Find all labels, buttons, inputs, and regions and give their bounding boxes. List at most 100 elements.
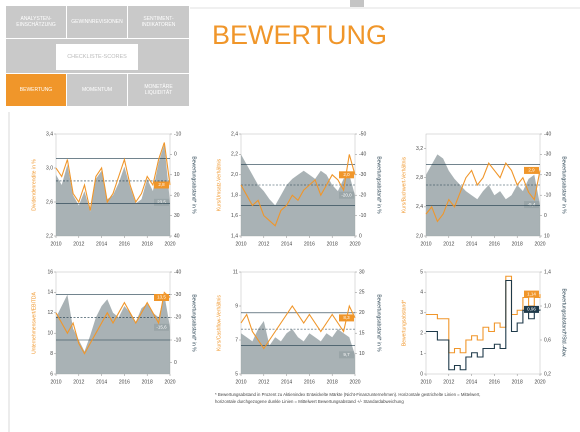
y2-tick-label: 0 — [174, 152, 177, 158]
y2-tick-label: -40 — [174, 269, 181, 275]
nav-grid: ANALYSTEN-EINSCHÄTZUNG GEWINNREVISIONEN … — [6, 6, 189, 106]
y2-tick-label: 1,0 — [544, 303, 551, 309]
x-tick-label: 2018 — [327, 379, 338, 385]
line — [425, 162, 541, 223]
y-tick-label: 2,0 — [416, 233, 423, 239]
line — [240, 304, 356, 350]
nav-tile[interactable]: ANALYSTEN-EINSCHÄTZUNG — [6, 6, 66, 38]
end-label-box — [524, 166, 539, 174]
x-tick-label: 2014 — [281, 241, 292, 247]
footnote: * Bewertungsabstand in Prozent zu Aktien… — [215, 392, 480, 397]
x-tick-label: 2014 — [466, 379, 477, 385]
area — [241, 154, 355, 236]
x-tick-label: 2012 — [443, 379, 454, 385]
y-tick-label: 14 — [47, 290, 53, 296]
y2-tick-label: 0,6 — [544, 337, 551, 343]
x-tick-label: 2012 — [73, 379, 84, 385]
y2-axis-label: Bewertungsabstand*/Std.-Abw. — [561, 289, 567, 358]
nav-center[interactable]: CHECKLISTE-SCORES — [56, 44, 138, 70]
end-label-box — [524, 201, 539, 209]
y-tick-label: 2 — [420, 331, 423, 337]
end-label-box — [154, 294, 169, 301]
end-label: 2,8 — [158, 182, 165, 187]
y2-tick-label: 15 — [359, 331, 365, 337]
end-label-box — [524, 290, 539, 298]
y-tick-label: 1 — [420, 351, 423, 357]
y-tick-label: 1,4 — [231, 233, 238, 239]
y-tick-label: 2,8 — [416, 175, 423, 181]
y-axis-label: Dividendenrendite in % — [31, 159, 37, 211]
nav-tile[interactable]: MOMENTUM — [67, 74, 127, 106]
y-axis-label: Bewertungsabstand* — [401, 300, 407, 346]
y2-tick-label: 0 — [544, 213, 547, 219]
y-tick-label: 8 — [50, 351, 53, 357]
y-tick-label: 7 — [235, 337, 238, 343]
y-tick-label: 11 — [233, 269, 238, 275]
y-tick-label: 2,2 — [46, 233, 53, 239]
y2-tick-label: -20 — [544, 172, 551, 178]
x-tick-label: 2014 — [96, 241, 107, 247]
y2-tick-label: 25 — [359, 290, 365, 296]
y-tick-label: 10 — [47, 331, 53, 337]
y2-tick-label: -10 — [174, 337, 181, 343]
y2-tick-label: 30 — [174, 213, 180, 219]
y2-tick-label: -30 — [359, 172, 366, 178]
end-label-box — [154, 198, 169, 206]
end-label-box — [339, 171, 354, 179]
x-tick-label: 2012 — [258, 379, 269, 385]
x-tick-label: 2016 — [489, 241, 500, 247]
line — [55, 142, 171, 211]
line — [240, 154, 356, 227]
slide-title: BEWERTUNG — [212, 20, 388, 50]
nav-tile[interactable]: GEWINNREVISIONEN — [67, 6, 127, 38]
y-tick-label: 3,2 — [416, 146, 423, 152]
nav-tile[interactable]: BEWERTUNG — [6, 74, 66, 106]
end-label: -15,6 — [156, 324, 167, 329]
end-label-box — [524, 305, 539, 313]
end-label-box — [154, 323, 169, 331]
y2-tick-label: -10 — [544, 193, 551, 199]
y-tick-label: 1,6 — [231, 213, 238, 219]
end-label: -20,0 — [341, 192, 352, 197]
y2-tick-label: 1,4 — [544, 269, 551, 275]
line — [55, 291, 171, 355]
end-label-box — [339, 314, 354, 322]
y2-tick-label: 20 — [359, 310, 365, 316]
x-tick-label: 2014 — [466, 241, 477, 247]
x-tick-label: 2010 — [50, 379, 61, 385]
end-label: 8,3 — [343, 315, 350, 320]
x-tick-label: 2018 — [142, 379, 153, 385]
x-tick-label: 2018 — [142, 241, 153, 247]
y2-tick-label: -20 — [174, 315, 181, 321]
y-tick-label: 0 — [420, 371, 423, 377]
y-tick-label: 3,4 — [46, 131, 53, 137]
end-label: 0,96 — [527, 307, 536, 312]
y2-tick-label: 10 — [174, 172, 180, 178]
y-tick-label: 16 — [47, 269, 53, 275]
nav-tile[interactable]: MONETÄRE LIQUIDITÄT — [128, 74, 189, 106]
end-label: 1,14 — [527, 291, 536, 296]
y2-tick-label: 0 — [174, 360, 177, 366]
y-tick-label: 2,6 — [46, 199, 53, 205]
y-axis-label: Kurs/Cashflow-Verhältnis — [216, 295, 222, 351]
y-tick-label: 6 — [50, 371, 53, 377]
y-tick-label: 12 — [47, 310, 53, 316]
y2-tick-label: 10 — [544, 233, 550, 239]
x-tick-label: 2012 — [443, 241, 454, 247]
nav-tile[interactable]: SENTIMENT-INDIKATOREN — [128, 6, 189, 38]
x-tick-label: 2016 — [489, 379, 500, 385]
area — [56, 144, 170, 236]
x-tick-label: 2018 — [512, 379, 523, 385]
end-label: 2,9 — [528, 168, 535, 173]
area — [241, 320, 355, 374]
y2-tick-label: -40 — [359, 152, 366, 158]
x-tick-label: 2010 — [420, 379, 431, 385]
end-label: 9,7 — [343, 352, 350, 357]
y2-tick-label: -50 — [359, 131, 366, 137]
y-tick-label: 4 — [420, 290, 423, 296]
y2-tick-label: -10 — [174, 131, 181, 137]
end-label-box — [154, 181, 169, 189]
x-tick-label: 2010 — [235, 241, 246, 247]
